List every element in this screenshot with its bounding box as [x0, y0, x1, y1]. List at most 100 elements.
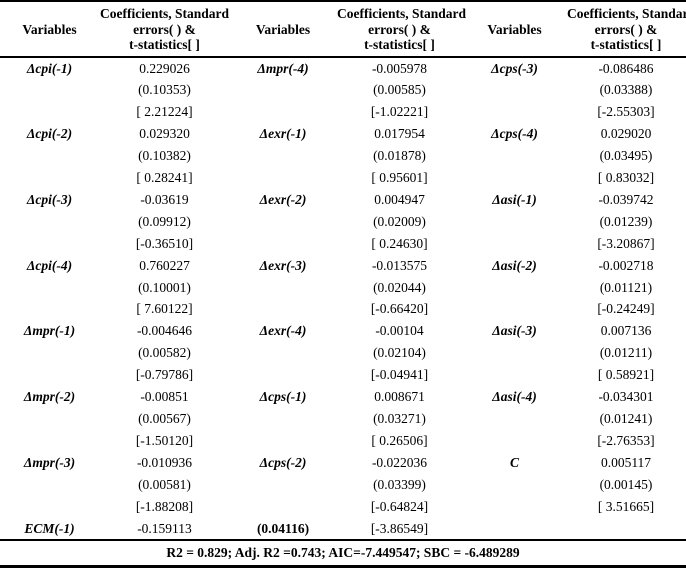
variable-cell: Δexr(-3)	[259, 257, 307, 273]
table-row: Δmpr(-1) -0.004646 (0.00582) [-0.79786] Δexr…	[0, 320, 686, 386]
header-variables-2: Variables	[230, 1, 336, 58]
variable-cell: Δcpi(-4)	[26, 257, 73, 273]
table-header: Variables Coefficients, Standard errors(…	[0, 1, 686, 58]
value-line: -0.159113	[137, 520, 192, 536]
header-coef-line: t-statistics[ ]	[129, 37, 200, 52]
variable-cell: Δcpi(-1)	[26, 60, 73, 76]
table-row: Δcpi(-3) -0.03619 (0.09912) [-0.36510] Δexr(…	[0, 189, 686, 255]
values-cell: -0.004646 (0.00582) [-0.79786]	[99, 320, 230, 386]
value-line: -0.03619	[140, 191, 189, 207]
value-line: (0.03495)	[599, 148, 653, 164]
variable-cell	[463, 518, 566, 541]
values-cell: 0.029020 (0.03495) [ 0.83032]	[566, 123, 686, 189]
value-line: [ 0.28241]	[136, 170, 193, 186]
value-line: [ 2.21224]	[136, 104, 193, 120]
values-cell: [-3.86549]	[336, 518, 463, 541]
value-line: [-1.02221]	[370, 104, 429, 120]
values-cell: -0.005978 (0.00585) [-1.02221]	[336, 57, 463, 124]
value-line: -0.00104	[375, 323, 424, 339]
value-line: (0.01121)	[599, 279, 653, 295]
value-line: 0.007136	[600, 323, 652, 339]
value-line: (0.00585)	[373, 82, 426, 98]
values-cell: -0.03619 (0.09912) [-0.36510]	[99, 189, 230, 255]
variable-cell: (0.04116)	[256, 520, 310, 536]
value-line: [-2.55303]	[597, 104, 655, 120]
table-row: Δcpi(-4) 0.760227 (0.10001) [ 7.60122] Δexr(…	[0, 255, 686, 321]
value-line: 0.229026	[139, 60, 190, 76]
values-cell: 0.004947 (0.02009) [ 0.24630]	[336, 189, 463, 255]
variable-cell: Δcps(-2)	[259, 454, 307, 470]
values-cell: -0.159113	[99, 518, 230, 541]
value-line: -0.022036	[371, 454, 428, 470]
header-coef-line: errors( ) &	[594, 21, 658, 37]
table-row: Δcpi(-2) 0.029320 (0.10382) [ 0.28241] Δexr(…	[0, 123, 686, 189]
footer-row: R2 = 0.829; Adj. R2 =0.743; AIC=-7.44954…	[0, 539, 686, 567]
value-line: [-0.64824]	[370, 498, 429, 514]
value-line: (0.00567)	[138, 411, 191, 426]
header-row: Variables Coefficients, Standard errors(…	[0, 1, 686, 58]
values-cell: 0.760227 (0.10001) [ 7.60122]	[99, 255, 230, 321]
variable-cell: Δmpr(-1)	[23, 323, 76, 339]
value-line: (0.01239)	[599, 213, 653, 229]
variable-cell: Δasi(-4)	[492, 389, 537, 405]
value-line: -0.010936	[136, 454, 193, 470]
variable-cell: Δmpr(-4)	[257, 60, 309, 76]
values-cell: -0.002718 (0.01121) [-0.24249]	[566, 255, 686, 321]
values-cell: 0.008671 (0.03271) [ 0.26506]	[336, 386, 463, 452]
value-line: (0.10353)	[138, 82, 191, 98]
values-cell: -0.039742 (0.01239) [-3.20867]	[566, 189, 686, 255]
value-line: -0.039742	[598, 191, 654, 207]
values-cell	[566, 518, 686, 541]
variable-cell: ECM(-1)	[24, 520, 75, 536]
value-line: -0.013575	[371, 257, 428, 273]
variable-cell: Δexr(-1)	[259, 126, 307, 142]
header-coefficients-3: Coefficients, Standard errors( ) & t-sta…	[566, 1, 686, 58]
variable-cell: Δcpi(-3)	[26, 191, 73, 207]
value-line: (0.03399)	[373, 476, 426, 492]
value-line: [-1.88208]	[135, 498, 194, 514]
header-variables-3: Variables	[463, 1, 566, 58]
value-line: [-3.20867]	[597, 235, 655, 251]
value-line: [-0.24249]	[597, 301, 655, 317]
header-coef-line: Coefficients, Standard	[337, 6, 466, 21]
value-line: (0.02009)	[373, 213, 426, 229]
table-row: Δcpi(-1) 0.229026 (0.10353) [ 2.21224] Δmpr(…	[0, 57, 686, 124]
value-line: -0.002718	[598, 257, 654, 273]
value-line: 0.008671	[374, 389, 425, 405]
value-line: [-2.76353]	[597, 432, 655, 448]
value-line: [-0.36510]	[135, 235, 194, 251]
variable-cell: Δcpi(-2)	[26, 126, 73, 142]
value-line: [ 3.51665]	[597, 498, 655, 514]
variable-cell: Δmpr(-3)	[23, 454, 76, 470]
value-line: 0.760227	[139, 257, 190, 273]
values-cell: -0.013575 (0.02044) [-0.66420]	[336, 255, 463, 321]
variable-cell: Δasi(-2)	[492, 257, 537, 273]
value-line: (0.02044)	[373, 279, 426, 295]
value-line: -0.00851	[140, 389, 189, 405]
value-line: [-0.04941]	[370, 367, 429, 383]
values-cell: 0.007136 (0.01211) [ 0.58921]	[566, 320, 686, 386]
variable-cell: Δexr(-4)	[259, 323, 307, 339]
header-variables-1: Variables	[0, 1, 99, 58]
value-line: (0.10382)	[138, 148, 191, 164]
value-line: (0.00581)	[138, 476, 191, 492]
header-coef-line: t-statistics[ ]	[364, 37, 435, 52]
value-line: (0.01211)	[599, 345, 653, 361]
variable-cell: Δcps(-1)	[259, 389, 307, 405]
value-line: (0.00582)	[138, 345, 191, 361]
values-cell: -0.034301 (0.01241) [-2.76353]	[566, 386, 686, 452]
table-footer: R2 = 0.829; Adj. R2 =0.743; AIC=-7.44954…	[0, 539, 686, 567]
value-line: -0.005978	[371, 60, 428, 76]
values-cell: -0.022036 (0.03399) [-0.64824]	[336, 452, 463, 518]
value-line: [ 0.58921]	[597, 367, 655, 383]
value-line: (0.09912)	[138, 213, 191, 229]
value-line: (0.02104)	[373, 345, 426, 361]
values-cell: 0.005117 (0.00145) [ 3.51665]	[566, 452, 686, 518]
variable-cell: C	[509, 454, 519, 470]
values-cell: -0.00104 (0.02104) [-0.04941]	[336, 320, 463, 386]
value-line: (0.03271)	[373, 411, 426, 426]
value-line: 0.004947	[374, 191, 425, 207]
header-coefficients-2: Coefficients, Standard errors( ) & t-sta…	[336, 1, 466, 58]
value-line: (0.01878)	[373, 148, 426, 164]
variable-cell: Δexr(-2)	[259, 191, 307, 207]
